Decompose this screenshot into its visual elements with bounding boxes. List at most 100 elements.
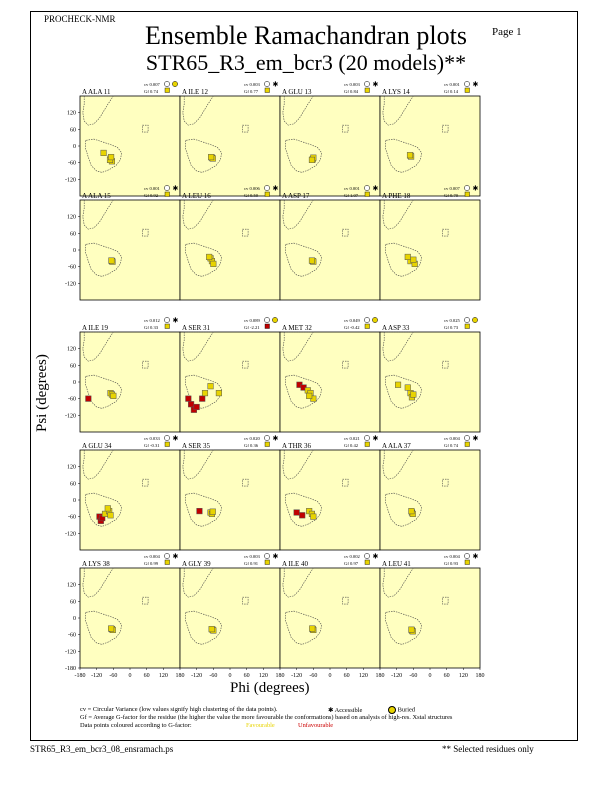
allowed-region-outline (142, 360, 149, 369)
y-tick-label: -60 (68, 515, 76, 521)
x-tick-label: 180 (476, 673, 485, 679)
y-tick-label: -60 (68, 161, 76, 167)
y-tick-label: 0 (73, 498, 76, 504)
x-tick-label: 0 (229, 673, 232, 679)
panel-background (79, 199, 181, 301)
residue-label: A ALA 11 (82, 88, 111, 96)
footer-cv-legend: cv = Circular Variance (low values signi… (80, 706, 278, 713)
allowed-region-outline (85, 610, 123, 645)
help-icon (464, 317, 470, 323)
gf-value: Gf 0.36 (244, 443, 259, 448)
buried-icon (472, 317, 478, 323)
selection-note: ** Selected residues only (442, 744, 534, 754)
help-icon (164, 185, 170, 191)
gf-swatch (364, 191, 370, 197)
allowed-region-outline (342, 124, 349, 133)
data-point (206, 253, 213, 260)
page-subtitle: STR65_R3_em_bcr3 (20 models)** (145, 50, 467, 75)
y-tick-label: -180 (65, 666, 76, 672)
data-point (408, 626, 415, 633)
allowed-region-outline (185, 242, 223, 277)
allowed-region-outline (182, 567, 214, 598)
gf-swatch (364, 87, 370, 93)
data-point (306, 392, 313, 399)
panel-background (379, 449, 481, 551)
gf-value: Gf 0.84 (344, 89, 359, 94)
allowed-region-outline (182, 95, 214, 126)
accessible-icon: ✱ (273, 553, 279, 561)
allowed-region-outline (342, 596, 349, 605)
y-tick-label: 60 (70, 127, 76, 133)
allowed-region-outline (185, 492, 223, 527)
x-tick-label: -120 (91, 673, 102, 679)
cv-value: cv 0.001 (444, 82, 461, 87)
y-tick-label: 60 (70, 481, 76, 487)
gf-swatch (464, 559, 470, 565)
allowed-region-outline (285, 138, 323, 173)
data-point (406, 152, 414, 159)
cv-value: cv 0.021 (344, 436, 361, 441)
data-point (299, 512, 306, 519)
help-icon (164, 81, 170, 87)
allowed-region-outline (442, 360, 449, 369)
data-point (199, 395, 206, 402)
x-tick-label: -60 (109, 673, 117, 679)
data-point (100, 149, 107, 156)
x-tick-label: 120 (259, 673, 268, 679)
gf-value: Gf 0.74 (144, 89, 159, 94)
gf-swatch (364, 441, 370, 447)
allowed-region-outline (285, 610, 323, 645)
gf-value: Gf 0.70 (444, 193, 459, 198)
data-point (404, 384, 411, 391)
panel-background (279, 95, 381, 197)
gf-swatch (464, 323, 470, 329)
accessible-icon: ✱ (373, 553, 379, 561)
residue-label: A ALA 15 (82, 192, 111, 200)
buried-icon (388, 706, 396, 714)
accessible-icon: ✱ (173, 317, 179, 325)
help-icon (264, 81, 270, 87)
help-icon (464, 435, 470, 441)
y-tick-label: -60 (68, 633, 76, 639)
accessible-icon: ✱ (173, 553, 179, 561)
gf-value: Gf 0.93 (444, 561, 459, 566)
cv-value: cv 0.089 (244, 318, 261, 323)
page-number: Page 1 (492, 26, 522, 38)
panel-background (179, 331, 281, 433)
accessible-icon: ✱ (473, 185, 479, 193)
help-icon (164, 317, 170, 323)
allowed-region-outline (142, 124, 149, 133)
footer-colour-legend: Data points coloured according to G-fact… (80, 722, 192, 729)
gf-swatch (264, 323, 270, 329)
data-point (410, 256, 417, 263)
gf-swatch (464, 441, 470, 447)
data-point (108, 154, 115, 161)
gf-value: Gf 0.99 (144, 561, 159, 566)
panel-background (179, 449, 281, 551)
residue-label: A ALA 37 (382, 442, 411, 450)
allowed-region-outline (242, 228, 249, 237)
cv-value: cv 0.006 (244, 186, 261, 191)
x-tick-label: 120 (359, 673, 368, 679)
y-tick-label: 120 (67, 215, 76, 221)
accessible-icon: ✱ (373, 185, 379, 193)
residue-label: A MET 32 (282, 324, 312, 332)
help-icon (464, 81, 470, 87)
panel-background (79, 449, 181, 551)
x-tick-label: -60 (409, 673, 417, 679)
allowed-region-outline (82, 95, 114, 126)
accessible-icon: ✱ (273, 435, 279, 443)
residue-label: A ILE 12 (182, 88, 209, 96)
accessible-icon: ✱ (473, 553, 479, 561)
residue-label: A ASP 17 (282, 192, 310, 200)
help-icon (164, 553, 170, 559)
y-tick-label: 0 (73, 380, 76, 386)
allowed-region-outline (382, 449, 414, 480)
x-tick-label: 120 (459, 673, 468, 679)
help-icon (364, 185, 370, 191)
allowed-region-outline (82, 449, 114, 480)
gf-swatch (264, 441, 270, 447)
accessible-icon: ✱ (473, 435, 479, 443)
gf-value: Gf 0.92 (144, 193, 159, 198)
residue-label: A ILE 40 (282, 560, 309, 568)
